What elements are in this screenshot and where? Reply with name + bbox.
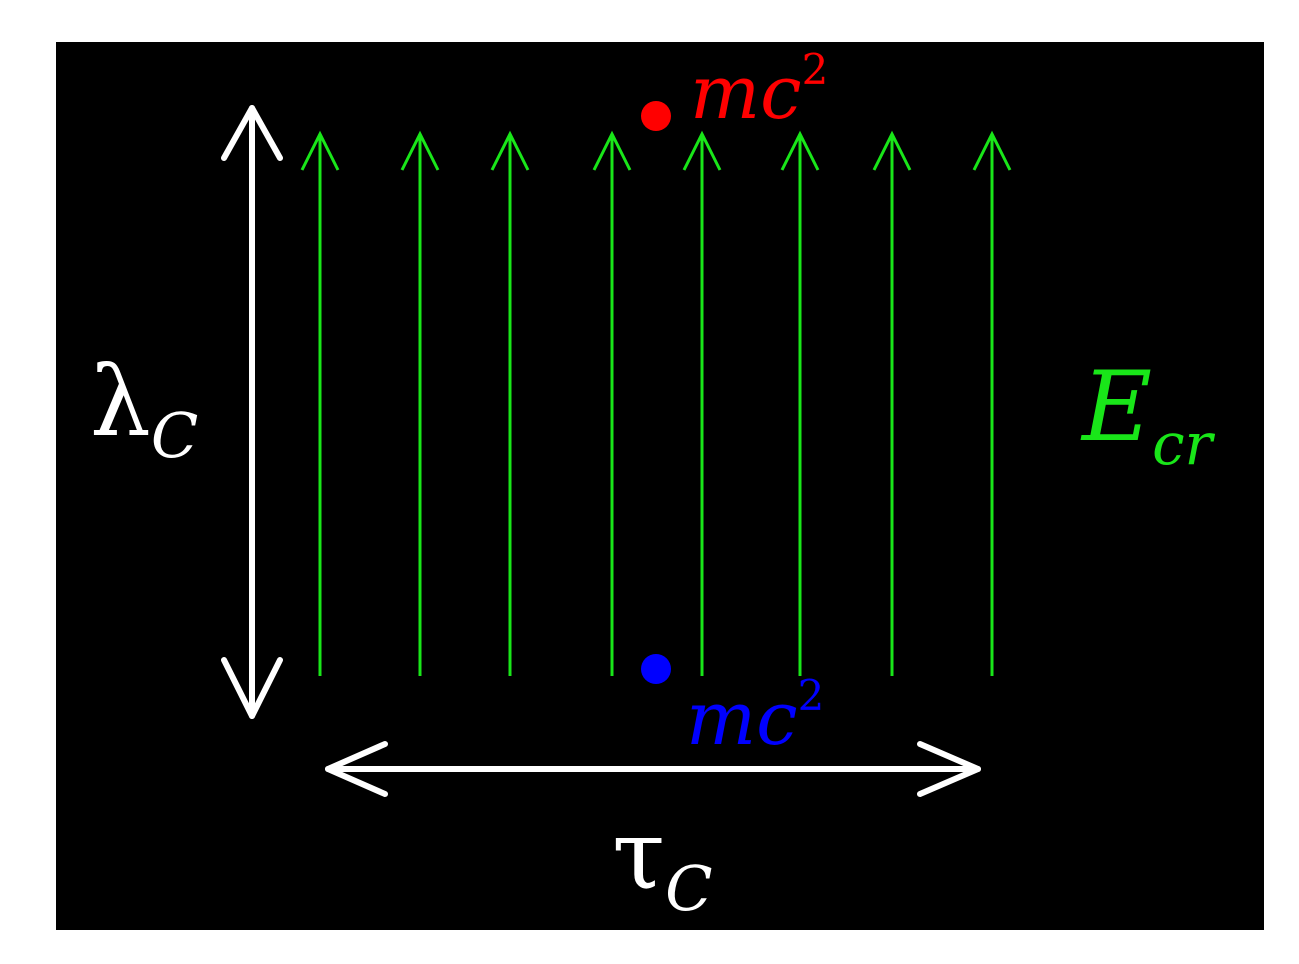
field-line bbox=[592, 130, 632, 676]
field-line bbox=[972, 130, 1012, 676]
black-panel bbox=[56, 42, 1264, 930]
field-line bbox=[682, 130, 722, 676]
field-lines-group bbox=[300, 130, 1012, 676]
e-cr-label: Ecr bbox=[1080, 351, 1216, 478]
field-line bbox=[490, 130, 530, 676]
vertical-double-arrow bbox=[221, 105, 283, 719]
particle-bottom-label: mc2 bbox=[686, 671, 824, 762]
field-line bbox=[872, 130, 912, 676]
particle-bottom-dot bbox=[641, 654, 671, 684]
particle-top-dot bbox=[641, 101, 671, 131]
horizontal-double-arrow bbox=[325, 741, 981, 797]
field-line bbox=[780, 130, 820, 676]
field-line bbox=[300, 130, 340, 676]
tau-c-label: τC bbox=[612, 799, 713, 925]
field-line bbox=[400, 130, 440, 676]
lambda-c-label: λC bbox=[90, 346, 198, 472]
particle-top-label: mc2 bbox=[690, 45, 828, 136]
